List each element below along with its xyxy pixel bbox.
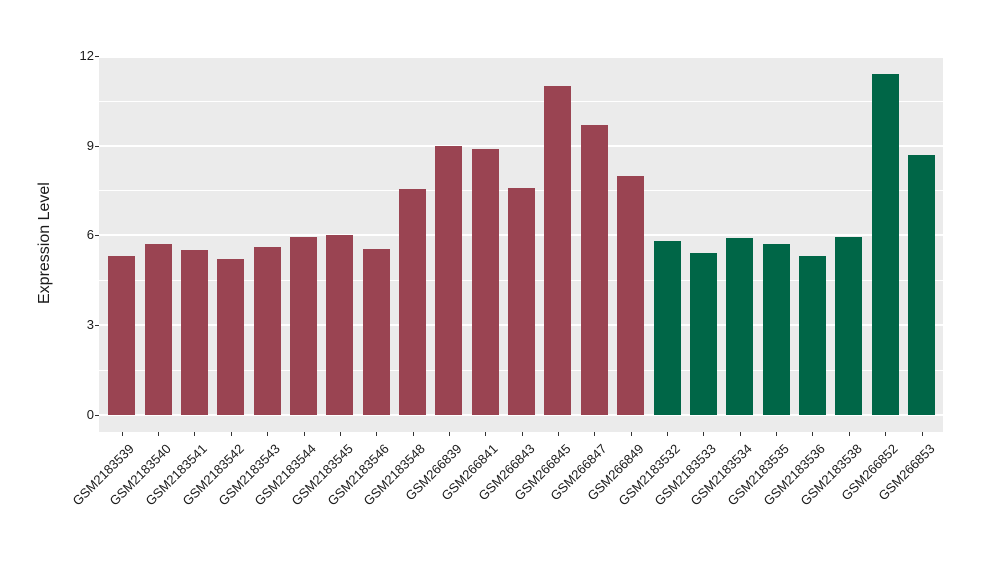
x-tick-mark <box>885 432 887 436</box>
y-tick-mark <box>95 145 99 147</box>
major-gridline <box>99 144 943 147</box>
bar-GSM2183544 <box>290 236 317 415</box>
bar-GSM266841 <box>471 148 499 415</box>
x-tick-mark <box>739 432 741 436</box>
bar-GSM266843 <box>508 187 536 415</box>
x-tick-mark <box>667 432 668 436</box>
bar-GSM2183543 <box>253 247 281 415</box>
y-tick-mark <box>95 235 99 237</box>
x-tick-mark <box>703 432 705 436</box>
y-tick-mark <box>95 325 99 327</box>
bar-GSM2183542 <box>217 259 245 415</box>
bar-GSM2183540 <box>144 244 172 415</box>
x-tick-mark <box>848 432 850 436</box>
major-gridline <box>99 414 943 416</box>
bar-GSM266852 <box>871 73 899 415</box>
y-tick-mark <box>95 415 99 416</box>
plot-panel <box>99 56 943 432</box>
x-tick-mark <box>521 432 523 436</box>
y-tick-label: 9 <box>86 137 94 153</box>
bar-GSM2183533 <box>689 253 717 415</box>
x-tick-mark <box>376 432 378 436</box>
bar-GSM2183545 <box>326 235 354 415</box>
x-tick-mark <box>557 432 559 436</box>
bar-GSM2183546 <box>362 248 390 415</box>
x-tick-mark <box>630 432 632 436</box>
x-tick-mark <box>485 432 487 436</box>
x-tick-mark <box>158 432 160 436</box>
y-tick-mark <box>95 55 99 57</box>
x-tick-mark <box>230 432 232 436</box>
bar-GSM2183541 <box>180 250 208 415</box>
bar-GSM2183536 <box>798 256 826 415</box>
x-tick-mark <box>412 432 414 436</box>
minor-gridline <box>99 100 943 102</box>
x-tick-mark <box>448 432 450 436</box>
x-tick-mark <box>121 432 123 436</box>
bar-GSM2183538 <box>835 236 863 415</box>
x-tick-mark <box>303 432 305 436</box>
bar-GSM266849 <box>617 175 645 415</box>
bar-GSM266847 <box>580 124 608 415</box>
x-tick-mark <box>812 432 814 436</box>
bar-GSM2183535 <box>762 244 790 415</box>
x-tick-mark <box>267 432 269 436</box>
x-tick-mark <box>921 432 923 436</box>
x-tick-mark <box>594 432 596 436</box>
x-tick-mark <box>194 432 196 436</box>
bar-GSM2183539 <box>108 256 136 415</box>
bar-GSM266853 <box>908 154 935 415</box>
x-tick-mark <box>339 432 341 436</box>
x-tick-mark <box>776 432 778 436</box>
major-gridline <box>99 56 943 58</box>
y-tick-label: 12 <box>79 47 94 63</box>
bar-GSM266839 <box>435 145 463 415</box>
bar-GSM2183534 <box>726 238 754 415</box>
bar-GSM2183548 <box>399 189 426 415</box>
bar-GSM266845 <box>544 85 572 415</box>
y-tick-label: 3 <box>86 317 94 333</box>
y-tick-label: 6 <box>86 227 94 243</box>
y-tick-label: 0 <box>86 407 94 422</box>
bar-GSM2183532 <box>653 241 681 415</box>
